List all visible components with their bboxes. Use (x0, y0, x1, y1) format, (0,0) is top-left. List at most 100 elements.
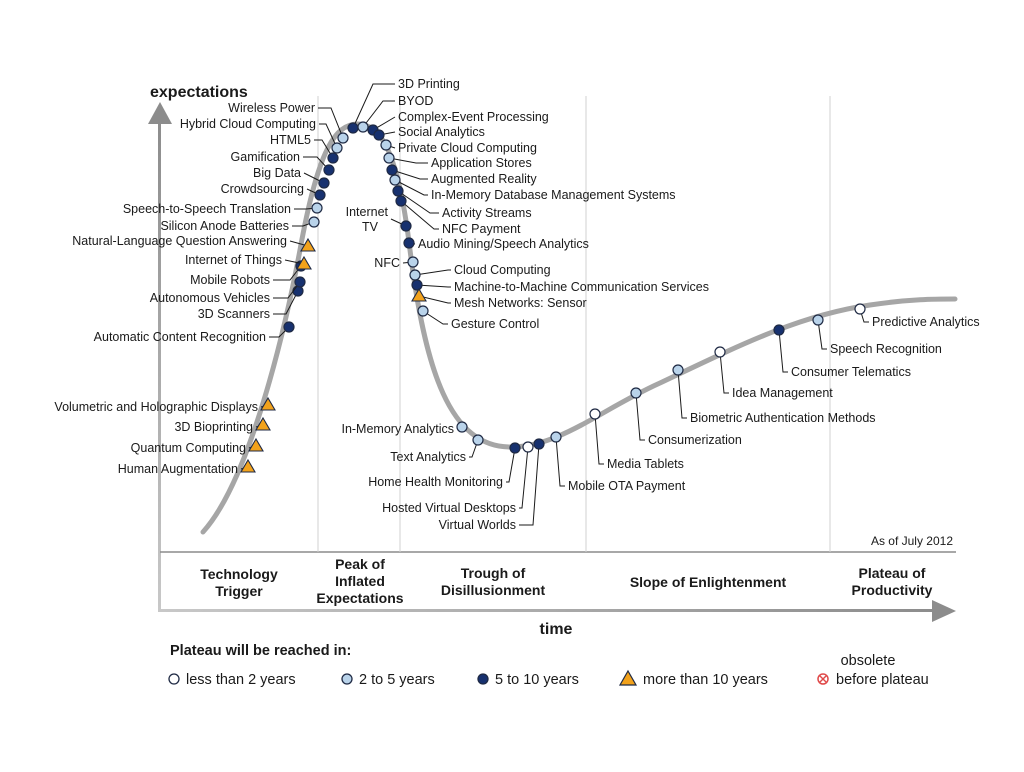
legend-title: Plateau will be reached in: (170, 643, 351, 659)
label-internet-tv: Internet TV (346, 205, 389, 234)
tech-application-stores: Application Stores (383, 152, 532, 170)
marker-augmented-reality (386, 164, 398, 176)
legend-label-before-plateau: before plateau (836, 672, 929, 688)
tech-machine-to-machine-communication-services: Machine-to-Machine Communication Service… (411, 279, 709, 294)
leader-line-idea-management (719, 351, 729, 394)
leader-line-3d-scanners (273, 290, 299, 315)
tech-virtual-worlds: Virtual Worlds (439, 438, 545, 532)
phase-technology-trigger: Technology Trigger (200, 566, 278, 599)
label-private-cloud-computing: Private Cloud Computing (398, 141, 537, 155)
x-axis-arrow (932, 600, 956, 622)
legend-label-less-than-2-years: less than 2 years (186, 672, 296, 688)
label-home-health-monitoring: Home Health Monitoring (368, 475, 503, 489)
tech-3d-printing: 3D Printing (347, 77, 460, 134)
tech-automatic-content-recognition: Automatic Content Recognition (94, 321, 295, 344)
tech-hosted-virtual-desktops: Hosted Virtual Desktops (382, 441, 534, 515)
marker-silicon-anode-batteries (308, 216, 320, 228)
marker-media-tablets (589, 408, 601, 420)
label-3d-printing: 3D Printing (398, 77, 460, 91)
marker-social-analytics (373, 129, 385, 141)
tech-quantum-computing: Quantum Computing (131, 437, 264, 455)
tech-media-tablets: Media Tablets (589, 408, 684, 471)
leader-line-consumerization (635, 392, 645, 441)
marker-gesture-control (417, 305, 429, 317)
label-mesh-networks-sensor: Mesh Networks: Sensor (454, 296, 587, 310)
tech-human-augmentation: Human Augmentation (118, 458, 256, 476)
tech-gesture-control: Gesture Control (417, 305, 539, 331)
marker-crowdsourcing (314, 189, 326, 201)
marker-activity-streams (392, 185, 404, 197)
hype-curve (200, 121, 958, 535)
marker-big-data (318, 177, 330, 189)
label-autonomous-vehicles: Autonomous Vehicles (150, 291, 270, 305)
tech-big-data: Big Data (253, 166, 330, 189)
tech-autonomous-vehicles: Autonomous Vehicles (150, 276, 306, 305)
label-application-stores: Application Stores (431, 156, 532, 170)
marker-idea-management (714, 346, 726, 358)
marker-virtual-worlds (533, 438, 545, 450)
leader-line-speech-recognition (817, 319, 827, 350)
tech-speech-to-speech-translation: Speech-to-Speech Translation (123, 202, 323, 216)
phase-slope-of-enlightenment: Slope of Enlightenment (630, 574, 787, 590)
label-wireless-power: Wireless Power (228, 101, 315, 115)
marker-in-memory-database-management-systems (389, 174, 401, 186)
label-volumetric-and-holographic-displays: Volumetric and Holographic Displays (54, 400, 258, 414)
tech-predictive-analytics: Predictive Analytics (854, 303, 980, 329)
label-crowdsourcing: Crowdsourcing (221, 182, 304, 196)
marker-biometric-authentication-methods (672, 364, 684, 376)
label-speech-to-speech-translation: Speech-to-Speech Translation (123, 202, 291, 216)
label-natural-language-question-answering: Natural-Language Question Answering (72, 234, 287, 248)
label-augmented-reality: Augmented Reality (431, 172, 537, 186)
tech-hybrid-cloud-computing: Hybrid Cloud Computing (180, 117, 343, 154)
phase-trough-of-disillusionment: Trough of Disillusionment (441, 565, 546, 598)
tech-byod: BYOD (357, 94, 433, 133)
label-mobile-robots: Mobile Robots (190, 273, 270, 287)
tech-3d-bioprinting: 3D Bioprinting (174, 416, 271, 434)
leader-line-wireless-power (318, 107, 344, 139)
marker-natural-language-question-answering (300, 237, 316, 252)
tech-idea-management: Idea Management (714, 346, 833, 400)
phase-label-line: Slope of Enlightenment (630, 574, 787, 590)
legend-marker-obsolete-icon (817, 673, 829, 685)
legend-label-2-to-5-years: 2 to 5 years (359, 672, 435, 688)
label-speech-recognition: Speech Recognition (830, 342, 942, 356)
label-gesture-control: Gesture Control (451, 317, 539, 331)
legend-marker-more-than-10-years (618, 669, 638, 686)
marker-hybrid-cloud-computing (331, 142, 343, 154)
tech-mesh-networks-sensor: Mesh Networks: Sensor (411, 287, 587, 310)
marker-nfc (407, 256, 419, 268)
tech-html5: HTML5 (270, 133, 339, 164)
phase-label-line: Expectations (316, 590, 403, 606)
tech-activity-streams: Activity Streams (392, 185, 532, 220)
phase-plateau-of-productivity: Plateau of Productivity (852, 565, 933, 598)
legend-label-more-than-10-years: more than 10 years (643, 672, 768, 688)
leader-line-gesture-control (422, 310, 448, 325)
label-idea-management: Idea Management (732, 386, 833, 400)
leader-line-mobile-ota-payment (555, 436, 565, 487)
tech-natural-language-question-answering: Natural-Language Question Answering (72, 234, 316, 252)
legend-label-obsolete: obsolete (841, 653, 896, 669)
label-3d-bioprinting: 3D Bioprinting (174, 420, 253, 434)
tech-internet-of-things: Internet of Things (185, 253, 312, 270)
tech-audio-mining-speech-analytics: Audio Mining/Speech Analytics (403, 237, 589, 251)
tech-gamification: Gamification (231, 150, 335, 176)
tech-augmented-reality: Augmented Reality (386, 164, 537, 186)
label-human-augmentation: Human Augmentation (118, 462, 238, 476)
legend-marker-2-to-5-years (341, 673, 353, 685)
label-mobile-ota-payment: Mobile OTA Payment (568, 479, 686, 493)
leader-line-text-analytics (469, 439, 479, 458)
tech-nfc: NFC (374, 256, 419, 270)
tech-silicon-anode-batteries: Silicon Anode Batteries (160, 216, 320, 233)
phase-label-line: Productivity (852, 582, 933, 598)
leader-line-3d-printing (352, 83, 395, 129)
label-biometric-authentication-methods: Biometric Authentication Methods (690, 411, 876, 425)
marker-hosted-virtual-desktops (522, 441, 534, 453)
marker-human-augmentation (240, 458, 256, 473)
marker-autonomous-vehicles (294, 276, 306, 288)
label-virtual-worlds: Virtual Worlds (439, 518, 516, 532)
label-media-tablets: Media Tablets (607, 457, 684, 471)
y-axis-title: expectations (150, 84, 248, 101)
legend-marker-less-than-2-years (168, 673, 180, 685)
marker-internet-of-things (296, 255, 312, 270)
label-social-analytics: Social Analytics (398, 125, 485, 139)
